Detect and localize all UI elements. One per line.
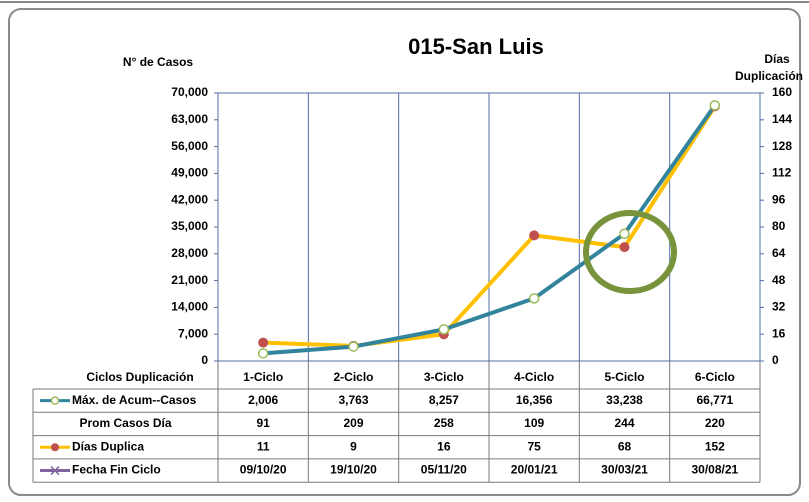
table-cell: 9 <box>350 439 357 453</box>
y-axis-label: N° de Casos <box>123 55 193 69</box>
legend-marker <box>50 466 60 476</box>
series-marker <box>619 228 630 239</box>
y-tick-label: 28,000 <box>171 246 208 260</box>
legend-marker <box>50 396 60 405</box>
table-cell: 152 <box>705 439 725 453</box>
table-cell: 91 <box>256 416 270 430</box>
chart-frame <box>8 8 801 496</box>
y-tick-label: 35,000 <box>171 219 208 233</box>
series-marker <box>348 341 359 352</box>
y2-tick-label: 96 <box>772 192 786 206</box>
x-tick-label: 4-Ciclo <box>514 370 554 384</box>
x-tick-label: 2-Ciclo <box>333 370 373 384</box>
table-cell: 16,356 <box>516 393 553 407</box>
table-cell: 66,771 <box>696 393 733 407</box>
y2-tick-label: 128 <box>772 139 792 153</box>
y-tick-label: 70,000 <box>171 85 208 99</box>
y2-tick-label: 32 <box>772 300 786 314</box>
series-marker <box>709 100 721 111</box>
y-tick-label: 63,000 <box>171 112 208 126</box>
y-tick-label: 0 <box>201 353 208 367</box>
x-tick-label: 3-Ciclo <box>424 370 464 384</box>
y2-tick-label: 112 <box>772 166 792 180</box>
legend-marker <box>51 443 59 452</box>
table-cell: 20/01/21 <box>511 463 558 477</box>
x-tick-label: 5-Ciclo <box>604 370 644 384</box>
table-cell: 33,238 <box>606 393 643 407</box>
table-cell: 05/11/20 <box>421 463 467 477</box>
y2-tick-label: 0 <box>772 353 779 367</box>
y-tick-label: 14,000 <box>171 300 208 314</box>
series-marker <box>258 337 269 348</box>
legend-label: Días Duplica <box>72 439 144 453</box>
series-marker <box>257 348 269 359</box>
y-tick-label: 42,000 <box>171 192 208 206</box>
y-tick-label: 56,000 <box>171 139 208 153</box>
legend-label: Fecha Fin Ciclo <box>72 463 161 477</box>
series-line <box>263 105 717 348</box>
y2-tick-label: 80 <box>772 219 786 233</box>
y2-tick-label: 16 <box>772 326 786 340</box>
table-cell: 75 <box>527 439 541 453</box>
table-cell: 09/10/20 <box>240 463 287 477</box>
y2-axis-label: Días <box>764 52 790 66</box>
table-cell: 11 <box>257 439 270 453</box>
legend-label: Máx. de Acum--Casos <box>72 393 197 407</box>
series-marker <box>529 230 540 241</box>
y-tick-label: 21,000 <box>171 273 208 287</box>
table-cell: 30/08/21 <box>691 463 738 477</box>
series-marker <box>619 242 630 253</box>
y2-tick-label: 160 <box>772 85 792 99</box>
table-cell: 109 <box>524 416 544 430</box>
x-axis-label: Ciclos Duplicación <box>86 370 193 384</box>
table-cell: 3,763 <box>338 393 368 407</box>
table-cell: 209 <box>343 416 363 430</box>
table-cell: 258 <box>434 416 454 430</box>
table-cell: 244 <box>614 416 634 430</box>
table-cell: 220 <box>705 416 725 430</box>
table-cell: 8,257 <box>429 393 459 407</box>
chart-title: 015-San Luis <box>408 34 544 59</box>
highlight-circle <box>583 210 677 294</box>
x-tick-label: 6-Ciclo <box>695 370 735 384</box>
y-tick-label: 49,000 <box>171 166 208 180</box>
table-cell: 19/10/20 <box>330 463 377 477</box>
y2-tick-label: 48 <box>772 273 786 287</box>
table-cell: 2,006 <box>248 393 278 407</box>
y2-tick-label: 144 <box>772 112 792 126</box>
series-marker <box>528 293 540 304</box>
table-row-label: Prom Casos Día <box>79 416 171 430</box>
x-tick-label: 1-Ciclo <box>243 370 283 384</box>
series-marker <box>438 324 450 335</box>
y2-axis-label: Duplicación <box>735 69 803 83</box>
table-cell: 16 <box>437 439 451 453</box>
table-cell: 30/03/21 <box>601 463 648 477</box>
table-cell: 68 <box>618 439 632 453</box>
y2-tick-label: 64 <box>772 246 786 260</box>
y-tick-label: 7,000 <box>178 326 208 340</box>
